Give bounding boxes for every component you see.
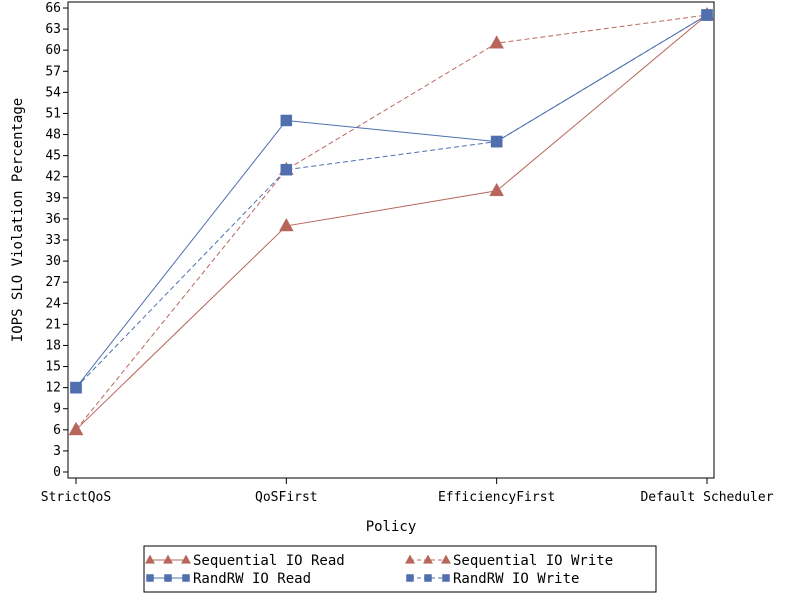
series-sequential-io-read bbox=[75, 14, 708, 431]
legend-square-marker bbox=[442, 574, 450, 582]
series-randrw-io-read bbox=[75, 14, 708, 388]
y-axis: 0369121518212427303336394245485154576063… bbox=[45, 1, 68, 480]
y-tick-label: 39 bbox=[45, 191, 61, 206]
legend-label: Sequential IO Write bbox=[453, 553, 613, 569]
series-line bbox=[75, 14, 708, 431]
legend-square-marker bbox=[146, 574, 154, 582]
y-tick-label: 66 bbox=[45, 1, 61, 16]
y-tick-label: 57 bbox=[45, 64, 61, 79]
legend-square-marker bbox=[164, 574, 172, 582]
x-axis-title: Policy bbox=[366, 519, 417, 535]
y-tick-label: 63 bbox=[45, 22, 61, 37]
legend-triangle-marker bbox=[422, 554, 434, 564]
y-tick-label: 15 bbox=[45, 360, 61, 375]
legend-item: RandRW IO Read bbox=[146, 571, 311, 587]
series-line bbox=[75, 14, 708, 388]
series-randrw-io-write bbox=[75, 14, 708, 388]
legend-item: Sequential IO Read bbox=[144, 553, 345, 569]
markers-randrw-io-write bbox=[70, 9, 713, 394]
y-tick-label: 45 bbox=[45, 149, 61, 164]
legend-label: Sequential IO Read bbox=[193, 553, 345, 569]
y-tick-label: 33 bbox=[45, 233, 61, 248]
legend-item: Sequential IO Write bbox=[404, 553, 613, 569]
legend-triangle-marker bbox=[162, 554, 174, 564]
square-marker bbox=[280, 163, 293, 176]
square-marker bbox=[490, 135, 503, 148]
triangle-marker bbox=[489, 182, 504, 197]
y-tick-label: 30 bbox=[45, 254, 61, 269]
square-marker bbox=[280, 114, 293, 127]
legend-label: RandRW IO Write bbox=[453, 571, 579, 587]
y-tick-label: 27 bbox=[45, 275, 61, 290]
legend-item: RandRW IO Write bbox=[406, 571, 579, 587]
x-tick-label: EfficiencyFirst bbox=[438, 490, 555, 505]
triangle-marker bbox=[489, 35, 504, 49]
y-tick-label: 21 bbox=[45, 317, 61, 332]
legend-label: RandRW IO Read bbox=[193, 571, 311, 587]
y-tick-label: 48 bbox=[45, 128, 61, 143]
y-tick-label: 0 bbox=[53, 465, 61, 480]
y-tick-label: 60 bbox=[45, 43, 61, 58]
x-tick-label: QoSFirst bbox=[255, 490, 318, 505]
x-axis: StrictQoS QoSFirst EfficiencyFirst Default … bbox=[41, 478, 774, 505]
series-line bbox=[75, 14, 708, 388]
square-marker bbox=[70, 381, 82, 394]
y-tick-label: 51 bbox=[45, 106, 61, 121]
legend-triangle-marker bbox=[180, 554, 192, 564]
series-line bbox=[75, 14, 708, 431]
y-tick-label: 36 bbox=[45, 212, 61, 227]
legend-square-marker bbox=[406, 574, 414, 582]
legend-triangle-marker bbox=[404, 554, 416, 564]
legend-frame bbox=[143, 545, 657, 593]
y-tick-label: 3 bbox=[53, 444, 61, 459]
legend-triangle-marker bbox=[440, 554, 452, 564]
triangle-marker bbox=[279, 217, 294, 232]
y-tick-label: 12 bbox=[45, 381, 61, 396]
y-tick-label: 9 bbox=[53, 402, 61, 417]
markers-randrw-io-read bbox=[70, 9, 713, 394]
y-axis-title: IOPS SLO Violation Percentage bbox=[10, 98, 26, 342]
markers-sequential-io-write bbox=[68, 7, 715, 436]
markers-sequential-io-read bbox=[68, 7, 715, 436]
legend-square-marker bbox=[182, 574, 190, 582]
legend-triangle-marker bbox=[144, 554, 156, 564]
y-tick-label: 18 bbox=[45, 338, 61, 353]
plot-frame bbox=[67, 1, 715, 479]
series-sequential-io-write bbox=[75, 14, 708, 431]
y-tick-label: 6 bbox=[53, 423, 61, 438]
y-tick-label: 24 bbox=[45, 296, 61, 311]
y-tick-label: 54 bbox=[45, 85, 61, 100]
legend: Sequential IO Read Sequential IO Write Ran… bbox=[143, 545, 657, 593]
x-tick-label: Default Scheduler bbox=[640, 490, 773, 505]
series-layer bbox=[68, 7, 715, 436]
x-tick-label: StrictQoS bbox=[41, 490, 111, 505]
triangle-marker bbox=[68, 421, 84, 436]
legend-square-marker bbox=[424, 574, 432, 582]
y-tick-label: 42 bbox=[45, 170, 61, 185]
square-marker bbox=[701, 9, 713, 21]
